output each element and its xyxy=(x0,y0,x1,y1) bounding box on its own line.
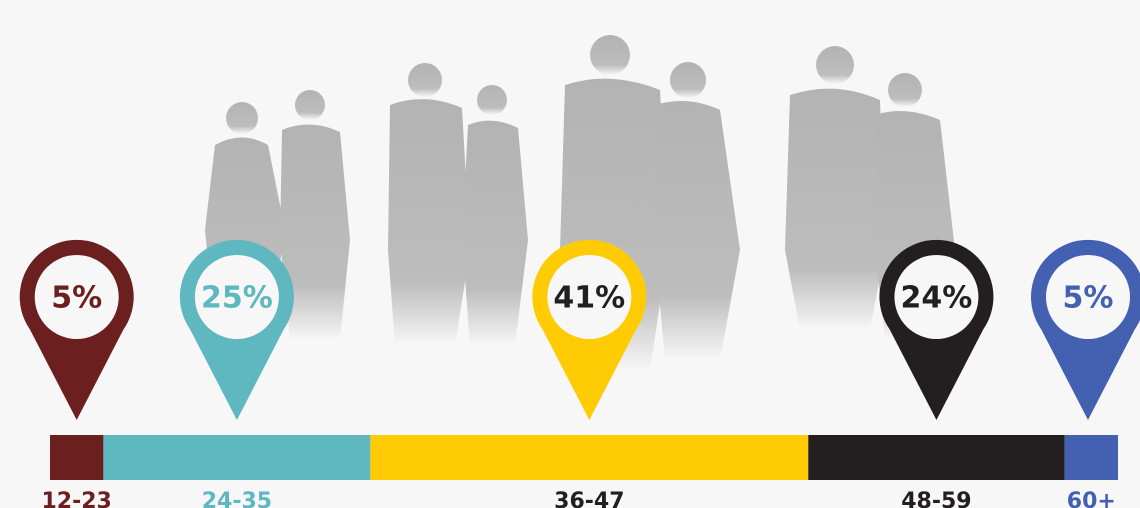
category-label: 12-23 xyxy=(42,489,112,508)
category-label: 60+ xyxy=(1067,489,1116,508)
value-label: 25% xyxy=(201,281,273,316)
plot: 5% 12-23 25% 24-35 41% 36-47 24% 48-59 5% 60+ xyxy=(20,240,1140,508)
value-label: 41% xyxy=(553,281,625,316)
value-label: 5% xyxy=(1063,281,1114,316)
value-label: 5% xyxy=(51,281,102,316)
chart: 5% 12-23 25% 24-35 41% 36-47 24% 48-59 5% 60+ xyxy=(0,0,1140,508)
bar-segment xyxy=(370,435,808,480)
page: 5%12-2325%24-3541%36-4724%48-595%60+ (()… xyxy=(0,0,1140,508)
value-label: 24% xyxy=(901,281,973,316)
category-label: 24-35 xyxy=(202,489,272,508)
category-label: 36-47 xyxy=(554,489,624,508)
category-label: 48-59 xyxy=(901,489,971,508)
bar-segment xyxy=(50,435,103,480)
bar-segment xyxy=(808,435,1064,480)
bar-segment xyxy=(103,435,370,480)
bar-segment xyxy=(1065,435,1118,480)
